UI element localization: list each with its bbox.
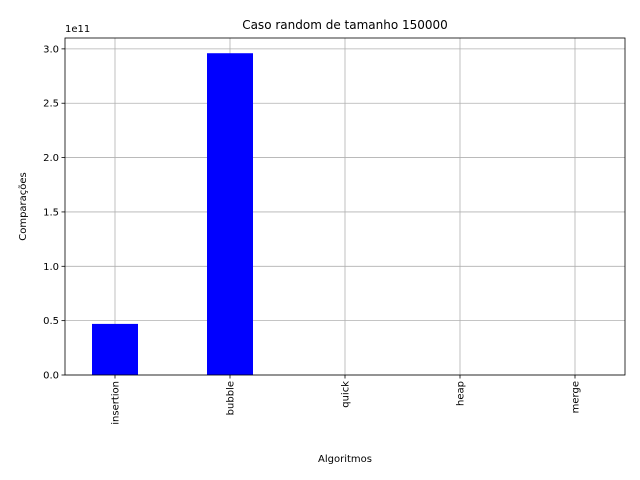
bar-bubble — [207, 53, 253, 375]
y-tick-label: 1.0 — [43, 262, 59, 273]
bar-layer — [92, 53, 598, 375]
y-tick-label: 2.0 — [43, 153, 59, 164]
y-tick-label: 1.5 — [43, 207, 59, 218]
bar-insertion — [92, 323, 138, 375]
x-tick-label: bubble — [226, 381, 237, 415]
y-axis-offset-label: 1e11 — [65, 24, 90, 35]
y-tick-label: 2.5 — [43, 99, 59, 110]
y-tick-label: 0.5 — [43, 316, 59, 327]
tick-layer: insertion bubble quick heap merge 0.0 0.5 1.0 1.… — [43, 44, 581, 424]
x-tick-label: insertion — [111, 381, 122, 425]
y-tick-label: 0.0 — [43, 371, 59, 382]
y-axis-label: Comparações — [18, 172, 29, 241]
grid-layer — [65, 38, 625, 376]
x-axis-label: Algoritmos — [318, 454, 372, 465]
x-tick-label: heap — [456, 381, 467, 406]
chart-title: Caso random de tamanho 150000 — [242, 18, 448, 32]
x-tick-label: merge — [571, 381, 582, 413]
x-tick-label: quick — [341, 381, 352, 408]
y-tick-label: 3.0 — [43, 44, 59, 55]
